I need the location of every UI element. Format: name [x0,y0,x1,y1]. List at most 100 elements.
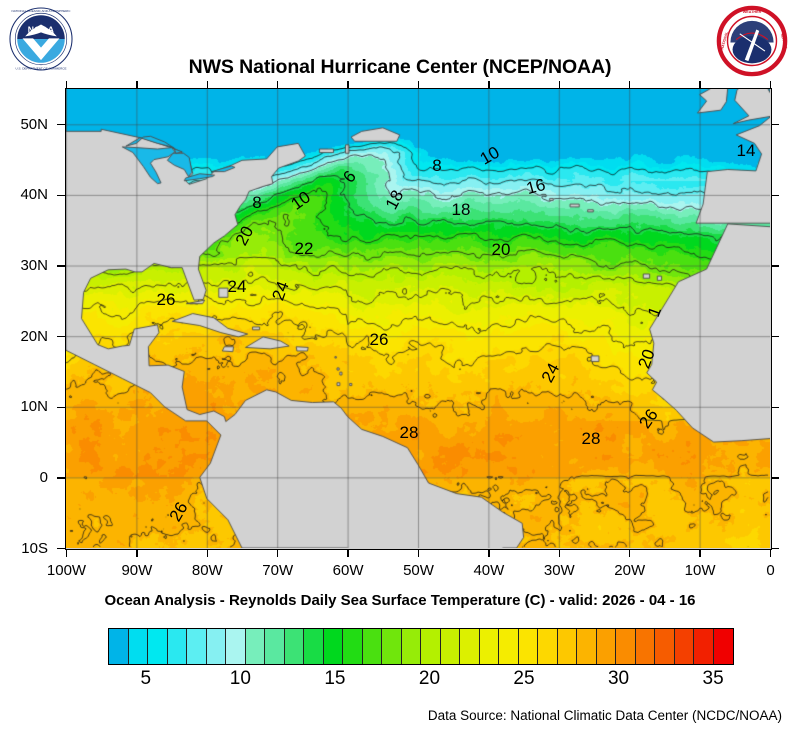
contour-label: 20 [491,240,511,259]
x-tick [65,549,68,557]
y-tick [57,194,65,197]
contour-label: 20 [231,222,258,249]
y-axis-label: 50N [20,115,48,133]
noaa-logo-icon: NOAA NATIONAL OCEANIC AND ATMOSPHERIC U.… [8,6,74,72]
y-tick [771,335,779,338]
svg-text:SERVICE: SERVICE [780,33,788,50]
x-tick [136,81,138,89]
x-tick [206,81,208,89]
contour-label: 10 [476,142,503,169]
colorbar-tick-label: 35 [702,668,724,689]
y-tick [57,547,65,550]
svg-text:NATIONAL OCEANIC AND ATMOSPHER: NATIONAL OCEANIC AND ATMOSPHERIC [12,9,72,13]
colorbar-swatch [577,629,597,664]
colorbar-swatch [713,629,733,664]
colorbar-swatch [479,629,499,664]
colorbar-swatch [518,629,538,664]
colorbar-tick-label: 15 [324,668,346,689]
colorbar-swatch [304,629,324,664]
contour-label: 26 [369,330,389,349]
contour-label: 26 [156,290,176,309]
colorbar-swatch [148,629,168,664]
x-axis-label: 10W [684,562,716,579]
contour-label-layer: 8 10 6 18 8 10 16 14 18 20 22 20 24 24 26 26 24 20 1 26 28 28… [66,89,770,548]
sst-map[interactable]: 8 10 6 18 8 10 16 14 18 20 22 20 24 24 26 26 24 20 1 26 28 28… [65,88,772,550]
colorbar-swatch [421,629,441,664]
colorbar-swatch [323,629,343,664]
y-tick [57,265,65,267]
x-axis-label: 20W [614,562,646,579]
y-axis-label: 0 [39,468,48,486]
x-axis-label: 90W [121,562,153,579]
contour-label: 24 [268,278,293,303]
data-source-note: Data Source: National Climatic Data Cent… [427,708,782,723]
y-tick [57,477,65,479]
x-axis-label: 40W [473,562,505,579]
colorbar-swatch [635,629,655,664]
colorbar-tick-label: 30 [607,668,630,689]
x-axis-label: 30W [543,562,575,579]
colorbar-swatch [245,629,265,664]
contour-label: 6 [339,166,360,187]
y-tick [771,406,779,408]
x-tick [629,81,631,89]
colorbar-tick-label: 10 [229,668,251,689]
y-tick [57,406,65,408]
x-axis-label: 70W [262,562,294,579]
chart-subtitle: Ocean Analysis - Reynolds Daily Sea Surf… [104,592,696,609]
colorbar-tick-label: 20 [418,668,441,689]
y-axis-label: 30N [20,257,48,275]
colorbar-swatch [655,629,675,664]
colorbar-swatch [167,629,187,664]
contour-label: 10 [287,187,314,214]
x-tick [488,549,490,557]
colorbar-swatch [596,629,616,664]
colorbar-swatch [128,629,148,664]
y-tick [771,547,779,550]
contour-label: 22 [294,239,314,258]
contour-label: 18 [451,200,471,219]
contour-label: 1 [643,304,666,320]
y-tick [57,335,65,338]
y-tick [771,477,779,479]
x-axis-label: 80W [191,562,223,579]
x-axis-label: 100W [46,562,87,579]
colorbar[interactable] [108,628,734,665]
y-axis-label: 40N [20,186,48,204]
colorbar-swatch [362,629,382,664]
x-tick [558,81,560,89]
x-tick [769,549,772,557]
colorbar-swatch [109,629,129,664]
x-tick [417,81,420,89]
x-tick [65,81,68,89]
colorbar-swatch [382,629,402,664]
contour-label: 8 [432,156,442,175]
contour-label: 24 [227,277,247,296]
colorbar-swatch [343,629,363,664]
x-tick [417,549,420,557]
svg-text:NOAA: NOAA [28,24,55,34]
x-tick [699,81,701,89]
colorbar-swatch [557,629,577,664]
svg-text:• • •: • • • [749,70,756,74]
colorbar-tick-label: 25 [513,668,535,689]
contour-label: 28 [581,429,601,448]
colorbar-swatch [440,629,460,664]
x-tick [347,81,349,89]
page-title: NWS National Hurricane Center (NCEP/NOAA… [188,56,612,78]
contour-label: 28 [399,423,419,442]
contour-label: 16 [524,174,548,199]
colorbar-tick-label: 5 [140,668,152,689]
colorbar-swatch [206,629,226,664]
contour-label: 24 [537,359,564,386]
svg-text:NATIONAL: NATIONAL [720,30,729,49]
contour-label: 18 [381,186,408,213]
contour-label: 26 [165,498,192,525]
y-axis-label: 20N [20,327,48,345]
colorbar-swatch [538,629,558,664]
x-axis-label: 50W [403,562,434,579]
colorbar-swatch [616,629,636,664]
x-axis-label: 0 [766,562,775,579]
x-tick [347,549,349,557]
colorbar-swatch [226,629,246,664]
